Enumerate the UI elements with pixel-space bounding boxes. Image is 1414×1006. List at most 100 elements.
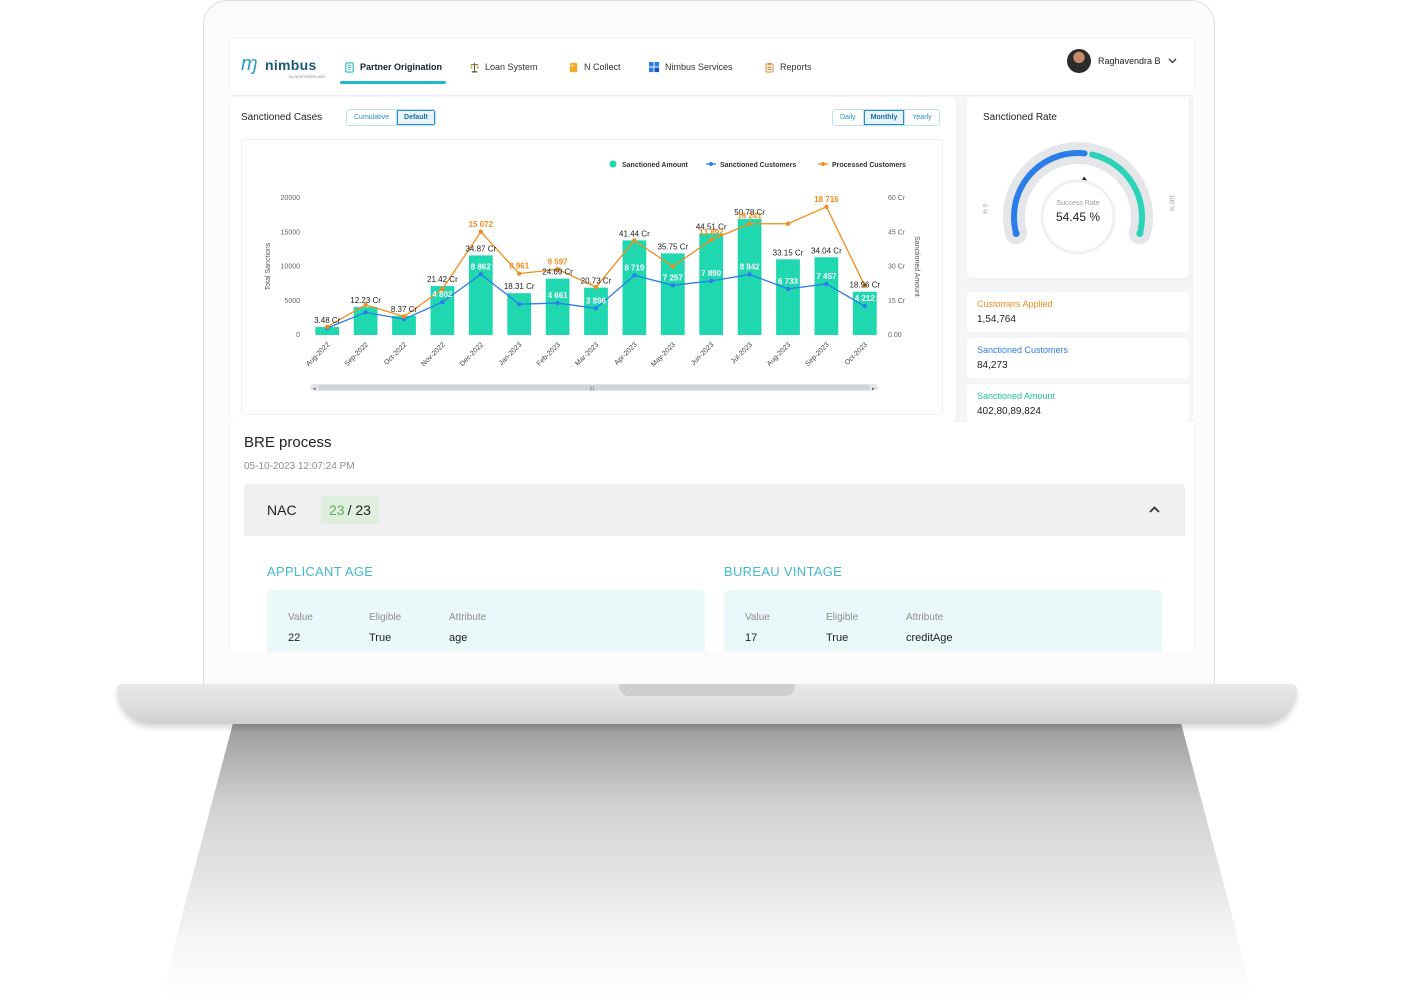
x-tick-label: Aug-2023 <box>766 341 792 367</box>
tab-label: Reports <box>780 62 812 72</box>
period-daily-button[interactable]: Daily <box>833 110 864 125</box>
mode-cumulative-button[interactable]: Cumulative <box>347 110 398 125</box>
y-axis-label: Total Sanctions <box>265 242 272 290</box>
col-value-label: Value <box>288 612 313 623</box>
svg-text:◂: ◂ <box>313 386 316 392</box>
svg-text:▸: ▸ <box>872 386 875 392</box>
laptop-base <box>117 684 1297 724</box>
mode-toggle: Cumulative Default <box>346 109 436 126</box>
user-menu[interactable]: Raghavendra B <box>1067 49 1177 73</box>
nac-count-badge: 23 / 23 <box>321 496 379 524</box>
gauge-arc-left <box>1011 150 1088 237</box>
rule-card-applicant-age: Value Eligible Attribute 22 True age <box>267 590 705 652</box>
x-tick-label: Feb-2023 <box>536 341 562 367</box>
series-point <box>709 278 714 284</box>
period-yearly-button[interactable]: Yearly <box>905 110 939 125</box>
x-tick-label: Oct-2023 <box>844 341 869 366</box>
bar <box>468 255 493 335</box>
nimbus-logo[interactable]: ɱ nimbus by NORTHERN ARC <box>237 47 327 87</box>
y2-tick-label: 0.00 <box>888 332 902 339</box>
nac-accordion-body: APPLICANT AGE Value Eligible Attribute 2… <box>244 536 1185 652</box>
x-tick-label: Jan-2023 <box>498 341 524 367</box>
bar <box>392 315 416 335</box>
point-label: 3 896 <box>586 296 607 305</box>
folder-icon <box>569 62 578 72</box>
bar-label: 34.87 Cr <box>465 244 496 253</box>
stat-label: Sanctioned Customers <box>977 345 1069 355</box>
gauge-value: 54.45 % <box>1056 210 1100 224</box>
rule-heading-applicant-age: APPLICANT AGE <box>267 564 374 579</box>
bar-label: 20.73 Cr <box>581 277 612 286</box>
stat-value: 84,273 <box>977 360 1008 371</box>
tab-nimbus-services[interactable]: Nimbus Services <box>649 55 733 79</box>
bar-label: 34.04 Cr <box>811 246 842 255</box>
point-label: 8 842 <box>740 262 761 271</box>
tab-loan-system[interactable]: Loan System <box>469 55 538 79</box>
nac-label: NAC <box>267 502 297 518</box>
bar-label: 18.96 Cr <box>849 281 880 290</box>
gauge-arc-right <box>1089 151 1145 237</box>
y2-tick-label: 30 Cr <box>888 264 906 271</box>
gauge-min-label: 0 % <box>981 204 987 215</box>
point-label: 9 597 <box>548 257 569 266</box>
legend-label: Sanctioned Amount <box>622 162 689 169</box>
mode-default-button[interactable]: Default <box>397 110 435 125</box>
y-tick-label: 15000 <box>281 229 301 236</box>
tab-label: Loan System <box>485 62 538 72</box>
tab-partner-origination[interactable]: Partner Origination <box>344 55 442 79</box>
bar-label: 12.23 Cr <box>350 296 381 305</box>
tab-reports[interactable]: Reports <box>764 55 812 79</box>
col-attribute-label: Attribute <box>449 612 487 623</box>
point-label: 16 241 <box>737 212 762 221</box>
bar <box>776 259 800 335</box>
rule-value: 22 <box>288 632 301 644</box>
series-point <box>862 283 867 288</box>
series-point <box>478 272 483 277</box>
bar-label: 21.42 Cr <box>427 275 458 284</box>
card-title: Sanctioned Rate <box>983 112 1057 123</box>
series-point <box>363 310 368 315</box>
active-tab-indicator <box>340 81 446 84</box>
nac-accordion-header[interactable]: NAC 23 / 23 <box>244 484 1185 536</box>
legend-marker <box>609 160 617 168</box>
rule-eligible: True <box>369 632 392 644</box>
chart-scrollbar[interactable]: ◂ ▸ ||| <box>310 384 878 392</box>
rule-eligible: True <box>826 632 849 644</box>
bar <box>622 240 647 335</box>
gauge-end-dot <box>1012 229 1020 237</box>
x-tick-label: Mar-2023 <box>574 341 600 367</box>
point-label: 4 802 <box>432 290 453 299</box>
series-point <box>517 301 522 307</box>
series-point <box>401 314 407 319</box>
chart-lines <box>325 204 867 331</box>
gauge-center-label: Success Rate <box>1056 200 1099 207</box>
document-icon <box>345 61 354 73</box>
legend-marker-dot <box>821 162 825 166</box>
chart-legend: Sanctioned Amount Sanctioned Customers Pro… <box>609 160 906 169</box>
chart-labels: 3.48 Cr 12.23 Cr 8.37 Cr 21.42 Cr 34.87 Cr 18… <box>314 195 880 325</box>
bar <box>545 278 570 335</box>
series-point <box>555 267 560 272</box>
point-label: 13 892 <box>699 228 724 237</box>
laptop-notch <box>619 684 795 696</box>
svg-text:|||: ||| <box>590 386 594 392</box>
x-tick-label: May-2023 <box>650 341 677 368</box>
series-point <box>593 306 599 311</box>
bre-timestamp: 05-10-2023 12:07:24 PM <box>244 461 355 472</box>
stat-value: 402,80,89,824 <box>977 406 1041 417</box>
chevron-up-icon[interactable] <box>1149 506 1160 513</box>
sanctioned-cases-card: Sanctioned Cases Cumulative Default Dail… <box>231 97 956 422</box>
bar-label: 41.44 Cr <box>619 229 650 238</box>
bar <box>699 233 724 335</box>
point-label: 8 719 <box>624 263 645 272</box>
tab-label: Partner Origination <box>360 62 443 72</box>
legend-marker-dot <box>709 162 713 166</box>
col-attribute-label: Attribute <box>906 612 944 623</box>
x-tick-label: Sep-2022 <box>344 341 370 367</box>
y2-tick-label: 15 Cr <box>888 298 906 305</box>
x-tick-label: Nov-2022 <box>420 341 446 367</box>
tab-n-collect[interactable]: N Collect <box>568 55 621 79</box>
stat-label: Sanctioned Amount <box>977 391 1056 401</box>
stat-sanctioned-customers: Sanctioned Customers 84,273 <box>967 338 1189 378</box>
period-monthly-button[interactable]: Monthly <box>863 110 906 125</box>
